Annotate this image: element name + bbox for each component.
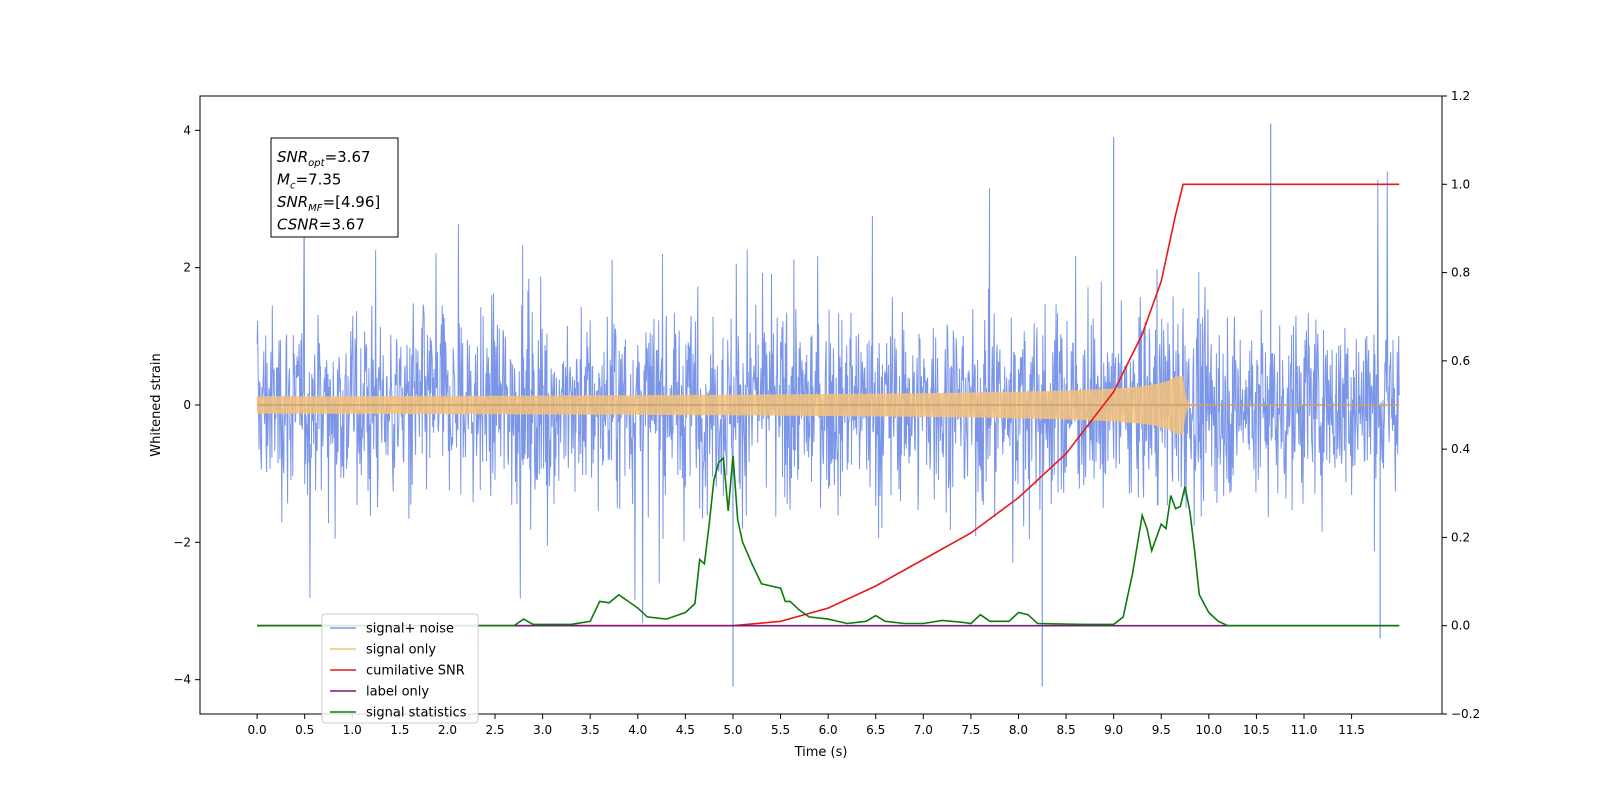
x-tick-label: 4.5 [676, 723, 695, 737]
stats-line: Mc=7.35 [277, 171, 341, 192]
legend-entry-label: signal+ noise [366, 622, 454, 637]
y-tick-label-right: 0.0 [1451, 619, 1470, 633]
series-signal-statistics [257, 455, 1400, 627]
legend-entry-label: cumilative SNR [366, 664, 465, 679]
x-tick-label: 1.0 [343, 723, 362, 737]
x-tick-label: 11.0 [1291, 723, 1318, 737]
y-tick-label-right: 0.8 [1451, 266, 1470, 280]
y-tick-label-left: −2 [173, 535, 191, 549]
series-line [257, 455, 1400, 627]
x-tick-label: 0.0 [248, 723, 267, 737]
y-tick-label-right: 0.6 [1451, 354, 1470, 368]
x-tick-label: 8.0 [1009, 723, 1028, 737]
legend-entry-label: signal statistics [366, 706, 467, 721]
x-tick-label: 3.5 [581, 723, 600, 737]
x-tick-label: 7.5 [961, 723, 980, 737]
y-tick-label-right: 0.2 [1451, 530, 1470, 544]
series-cumilative-snr [257, 183, 1400, 627]
y-axis-left: 4 2 0 −2 −4 [173, 123, 200, 687]
x-tick-label: 5.5 [771, 723, 790, 737]
y-tick-label-right: −0.2 [1451, 707, 1480, 721]
x-tick-label: 10.0 [1195, 723, 1222, 737]
y-tick-label-left: 0 [183, 398, 191, 412]
legend: signal+ noise signal only cumilative SNR la… [321, 613, 479, 724]
y-tick-label-right: 0.4 [1451, 442, 1470, 456]
y-axis-label: Whitened strain [149, 353, 164, 456]
y-tick-label-left: 4 [183, 123, 191, 137]
legend-frame [321, 613, 479, 724]
x-tick-label: 10.5 [1243, 723, 1270, 737]
x-tick-label: 7.0 [914, 723, 933, 737]
x-tick-label: 9.5 [1152, 723, 1171, 737]
x-tick-label: 8.5 [1057, 723, 1076, 737]
legend-entry-label: label only [366, 685, 429, 700]
x-tick-label: 11.5 [1338, 723, 1365, 737]
stats-box-frame [270, 137, 399, 238]
x-tick-label: 9.0 [1104, 723, 1123, 737]
stats-line: SNRopt=3.67 [277, 148, 371, 169]
x-tick-label: 6.0 [819, 723, 838, 737]
x-tick-label: 3.0 [533, 723, 552, 737]
x-axis: 0.0 0.5 1.0 1.5 2.0 2.5 3.0 3.5 4.0 4.5 5.0 5.5 6.0 6… [248, 714, 1365, 737]
y-tick-label-left: −4 [173, 673, 191, 687]
x-tick-label: 4.0 [628, 723, 647, 737]
x-tick-label: 0.5 [295, 723, 314, 737]
stats-line: SNRMF=[4.96] [277, 193, 380, 214]
x-tick-label: 1.5 [390, 723, 409, 737]
x-tick-label: 5.0 [723, 723, 742, 737]
x-tick-label: 2.5 [485, 723, 504, 737]
x-tick-label: 2.0 [438, 723, 457, 737]
x-tick-label: 6.5 [866, 723, 885, 737]
y-tick-label-left: 2 [183, 261, 191, 275]
series-line [257, 183, 1400, 627]
y-tick-label-right: 1.0 [1451, 177, 1470, 191]
y-tick-label-right: 1.2 [1451, 89, 1470, 103]
plot-area [256, 123, 1400, 687]
x-axis-label: Time (s) [794, 745, 848, 760]
stats-line: CSNR=3.67 [277, 216, 365, 234]
y-axis-right: 1.2 1.0 0.8 0.6 0.4 0.2 0.0 −0.2 [1442, 89, 1480, 721]
series-signal-only [256, 376, 1400, 434]
legend-entry-label: signal only [366, 643, 436, 658]
